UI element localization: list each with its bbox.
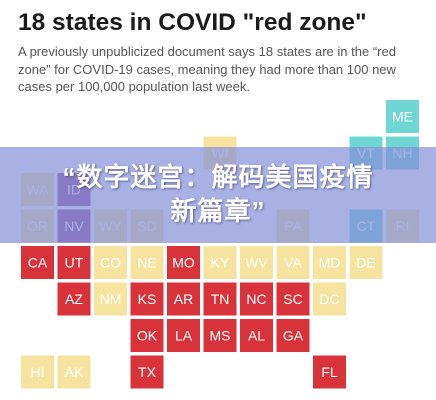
state-tile-label: FL (321, 364, 338, 380)
state-tile-ak: AK (57, 355, 91, 389)
overlay-caption: “数字迷宫：解码美国疫情 新篇章” (0, 160, 436, 228)
state-tile-az: AZ (57, 282, 91, 316)
state-tile-label: SC (283, 291, 302, 307)
state-tile-ga: GA (276, 319, 310, 352)
state-tile-bg (240, 246, 273, 279)
state-tile-va: VA (276, 246, 310, 279)
state-tile-bg (57, 282, 91, 316)
state-tile-ca: CA (21, 246, 54, 279)
state-tile-label: KS (138, 291, 157, 307)
state-tile-label: AL (248, 328, 265, 344)
state-tile-nc: NC (240, 282, 273, 316)
state-tile-bg (203, 246, 237, 279)
state-tile-bg (313, 355, 346, 389)
state-tile-label: OK (137, 328, 158, 344)
state-tile-label: ME (392, 109, 413, 125)
state-tile-label: AR (174, 291, 193, 307)
state-tile-label: MO (172, 255, 195, 271)
state-tile-label: HI (31, 364, 45, 380)
state-tile-label: GA (283, 328, 304, 344)
state-tile-bg (94, 246, 127, 279)
state-tile-al: AL (240, 319, 273, 352)
state-tile-bg (313, 282, 346, 316)
state-tile-label: LA (175, 328, 193, 344)
state-tile-bg (21, 355, 54, 389)
state-tile-ks: KS (130, 282, 164, 316)
state-tile-bg (240, 282, 273, 316)
overlay-caption-line-2: 新篇章” (170, 196, 266, 226)
state-tile-bg (57, 355, 91, 389)
state-tile-tx: TX (130, 355, 164, 389)
state-tile-mo: MO (167, 246, 200, 279)
state-tile-ar: AR (167, 282, 200, 316)
state-tile-label: CO (100, 255, 121, 271)
state-tile-label: NM (100, 291, 122, 307)
state-tile-bg (313, 246, 346, 279)
state-tile-label: MS (210, 328, 231, 344)
state-tile-bg (130, 282, 164, 316)
state-tile-label: WV (245, 255, 268, 271)
state-tile-sc: SC (276, 282, 310, 316)
state-tile-label: TX (138, 364, 157, 380)
state-tile-bg (349, 246, 383, 279)
state-tile-bg (276, 319, 310, 352)
state-tile-bg (203, 319, 237, 352)
state-tile-bg (276, 282, 310, 316)
state-tile-label: CA (28, 255, 48, 271)
state-tile-ky: KY (203, 246, 237, 279)
state-tile-ne: NE (130, 246, 164, 279)
overlay-banner (0, 147, 436, 243)
state-tile-bg (240, 319, 273, 352)
state-tile-nm: NM (94, 282, 127, 316)
state-tile-label: UT (65, 255, 84, 271)
state-tile-me: ME (386, 100, 419, 133)
state-tile-md: MD (313, 246, 346, 279)
state-tile-bg (276, 246, 310, 279)
state-tile-bg (386, 100, 419, 133)
state-tile-label: KY (211, 255, 230, 271)
state-tile-label: TN (211, 291, 230, 307)
state-tile-bg (167, 246, 200, 279)
state-tile-label: VA (284, 255, 302, 271)
state-tile-hi: HI (21, 355, 54, 389)
state-tile-label: AK (65, 364, 84, 380)
chart-subtitle: A previously unpublicized document says … (18, 44, 396, 94)
state-tile-bg (57, 246, 91, 279)
state-tile-bg (130, 246, 164, 279)
state-tile-de: DE (349, 246, 383, 279)
state-tile-dc: DC (313, 282, 346, 316)
state-tile-bg (203, 282, 237, 316)
state-tile-bg (167, 282, 200, 316)
state-tile-label: DC (319, 291, 339, 307)
state-tile-label: AZ (65, 291, 83, 307)
state-tile-label: MD (319, 255, 341, 271)
state-tile-label: NE (137, 255, 156, 271)
state-tile-ut: UT (57, 246, 91, 279)
state-tile-la: LA (167, 319, 200, 352)
state-tile-ok: OK (130, 319, 164, 352)
chart-title: 18 states in COVID "red zone" (18, 9, 367, 36)
state-tile-label: NC (246, 291, 266, 307)
state-tile-bg (130, 355, 164, 389)
state-tile-ms: MS (203, 319, 237, 352)
state-tile-label: DE (356, 255, 375, 271)
state-tile-bg (94, 282, 127, 316)
state-tile-co: CO (94, 246, 127, 279)
state-tile-bg (130, 319, 164, 352)
state-tile-bg (167, 319, 200, 352)
state-tile-bg (21, 246, 54, 279)
state-tile-wv: WV (240, 246, 273, 279)
overlay-caption-line-1: “数字迷宫：解码美国疫情 (62, 162, 374, 192)
state-tile-tn: TN (203, 282, 237, 316)
state-tile-fl: FL (313, 355, 346, 389)
